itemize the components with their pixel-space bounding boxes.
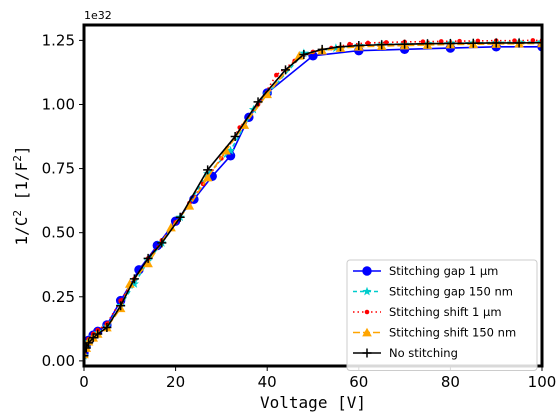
data-point — [143, 258, 153, 268]
legend-item: No stitching — [353, 346, 458, 360]
data-point — [102, 323, 112, 333]
data-point — [365, 40, 371, 46]
legend: Stitching gap 1 µm Stitching gap 150 nm St… — [346, 259, 538, 371]
x-tick-label: 80 — [441, 373, 460, 391]
data-point — [88, 333, 98, 343]
data-point — [84, 343, 91, 353]
data-point — [512, 38, 517, 43]
data-point — [143, 253, 153, 263]
data-point — [157, 238, 167, 248]
data-point — [274, 72, 279, 78]
y-tick-label: 0.50 — [42, 224, 75, 242]
data-point — [530, 38, 536, 43]
data-point — [221, 145, 231, 155]
y-tick-label: 0.25 — [42, 288, 75, 306]
y-axis-label-unit-sup: 2 — [11, 155, 24, 162]
legend-label: Stitching shift 150 nm — [389, 326, 516, 340]
data-point — [225, 145, 236, 155]
data-point — [514, 38, 524, 48]
data-point — [129, 279, 139, 288]
ticks-layer: 0 20 40 60 80 100 0.00 0.25 0.50 0.75 1.00 1.25 — [42, 31, 557, 391]
x-tick-label: 60 — [349, 373, 368, 391]
legend-marker — [362, 266, 372, 276]
data-point — [175, 212, 185, 222]
data-point — [423, 39, 432, 49]
x-tick-label: 20 — [166, 373, 185, 391]
legend-item: Stitching shift 150 nm — [353, 326, 516, 340]
data-point — [475, 38, 481, 44]
data-point — [129, 274, 139, 284]
plot-frame — [82, 23, 544, 368]
y-axis-label-sup: 2 — [11, 210, 24, 217]
data-point — [400, 39, 410, 49]
y-offset-text: 1e32 — [84, 9, 112, 22]
y-axis-label-close: ] — [12, 146, 31, 156]
y-axis-label: 1/C2 [1/F2] — [11, 146, 31, 246]
y-axis-label-space — [12, 200, 31, 210]
legend-box — [346, 259, 538, 371]
legend-item: Stitching gap 150 nm — [353, 285, 513, 299]
y-tick-label: 0.75 — [42, 160, 75, 178]
data-point — [383, 40, 389, 45]
data-point — [335, 42, 345, 52]
legend-label: No stitching — [389, 346, 458, 360]
series-layer — [84, 37, 542, 361]
x-tick-label: 100 — [528, 373, 557, 391]
data-point — [202, 172, 213, 182]
series-5 — [84, 38, 542, 361]
legend-marker — [364, 309, 370, 315]
x-tick-label: 40 — [258, 373, 277, 391]
data-point — [125, 279, 135, 288]
data-point — [203, 165, 213, 175]
data-point — [317, 44, 327, 54]
y-tick-label: 1.00 — [42, 95, 75, 113]
data-point — [262, 89, 272, 99]
x-tick-label: 0 — [79, 373, 89, 391]
legend-label: Stitching gap 1 µm — [389, 264, 498, 278]
data-point — [457, 38, 462, 44]
legend-label: Stitching shift 1 µm — [389, 305, 502, 319]
data-point — [537, 38, 542, 48]
data-point — [445, 38, 455, 48]
data-point — [377, 40, 387, 50]
data-point — [491, 38, 501, 48]
data-point — [299, 49, 309, 59]
y-axis-label-unit: [1/F — [12, 162, 31, 201]
data-point — [184, 200, 195, 210]
data-point — [116, 301, 126, 311]
data-point — [84, 338, 94, 348]
y-tick-label: 1.25 — [42, 31, 75, 49]
data-point — [84, 351, 89, 361]
legend-label: Stitching gap 150 nm — [389, 285, 513, 299]
data-point — [281, 65, 291, 75]
legend-marker — [362, 348, 372, 358]
data-point — [420, 39, 426, 44]
y-tick-label: 0.00 — [42, 352, 75, 370]
data-point — [166, 222, 176, 232]
legend-marker — [362, 286, 372, 296]
legend-marker — [362, 327, 372, 337]
data-point — [230, 132, 240, 142]
data-point — [294, 50, 305, 60]
data-point — [253, 97, 263, 107]
data-point — [93, 329, 103, 339]
data-point — [468, 38, 478, 48]
data-point — [354, 41, 364, 51]
x-axis-label: Voltage [V] — [260, 393, 366, 412]
data-point — [438, 39, 444, 44]
legend-item: Stitching shift 1 µm — [353, 305, 502, 319]
y-axis-label-base: 1/C — [12, 217, 31, 246]
legend-item: Stitching gap 1 µm — [353, 264, 498, 278]
